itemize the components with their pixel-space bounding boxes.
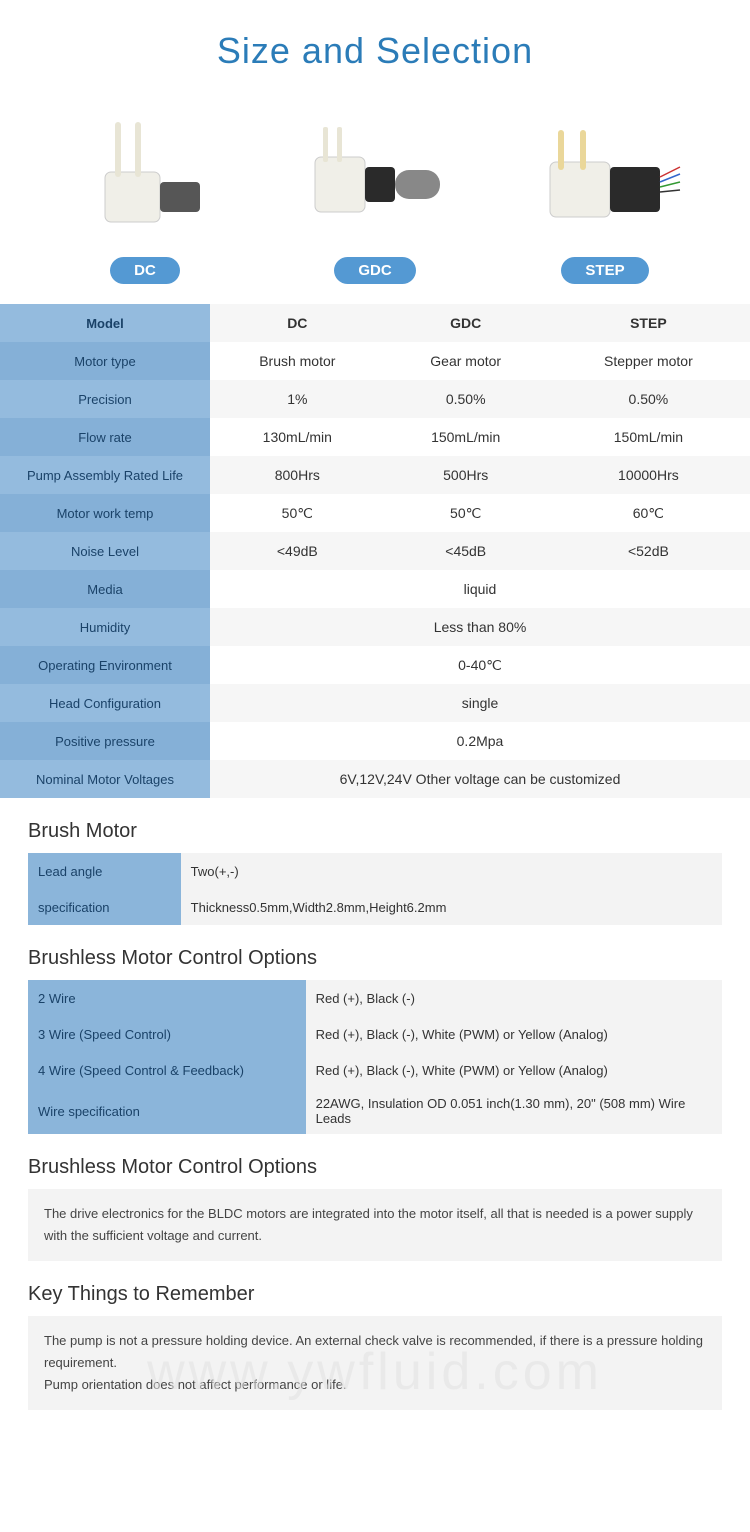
spec-label: Media	[0, 570, 210, 608]
table-row: 3 Wire (Speed Control)Red (+), Black (-)…	[28, 1016, 722, 1052]
spec-value-merged: liquid	[210, 570, 750, 608]
spec-value: <45dB	[385, 532, 547, 570]
spec-value: Stepper motor	[547, 342, 750, 380]
spec-value-merged: Less than 80%	[210, 608, 750, 646]
page-title: Size and Selection	[0, 0, 750, 112]
table-row: Nominal Motor Voltages6V,12V,24V Other v…	[0, 760, 750, 798]
product-image-step	[525, 112, 685, 242]
spec-label: Head Configuration	[0, 684, 210, 722]
mini-label: 4 Wire (Speed Control & Feedback)	[28, 1052, 306, 1088]
bldc-options-heading: Brushless Motor Control Options	[0, 925, 750, 980]
spec-value: 50℃	[385, 494, 547, 532]
table-row: Positive pressure0.2Mpa	[0, 722, 750, 760]
mini-label: 2 Wire	[28, 980, 306, 1016]
spec-value: 0.50%	[547, 380, 750, 418]
table-row: ModelDCGDCSTEP	[0, 304, 750, 342]
spec-label: Positive pressure	[0, 722, 210, 760]
table-row: Pump Assembly Rated Life800Hrs500Hrs1000…	[0, 456, 750, 494]
mini-label: specification	[28, 889, 181, 925]
mini-label: Lead angle	[28, 853, 181, 889]
mini-label: Wire specification	[28, 1088, 306, 1134]
brush-motor-table: Lead angleTwo(+,-)specificationThickness…	[28, 853, 722, 925]
spec-value: Brush motor	[210, 342, 385, 380]
spec-value: <52dB	[547, 532, 750, 570]
bldc-note-box: The drive electronics for the BLDC motor…	[28, 1189, 722, 1261]
table-row: Flow rate130mL/min150mL/min150mL/min	[0, 418, 750, 456]
table-row: Motor typeBrush motorGear motorStepper m…	[0, 342, 750, 380]
mini-value: Red (+), Black (-), White (PWM) or Yello…	[306, 1052, 722, 1088]
spec-value-merged: single	[210, 684, 750, 722]
table-row: HumidityLess than 80%	[0, 608, 750, 646]
product-row: DC GDC STEP	[0, 112, 750, 304]
mini-value: Red (+), Black (-)	[306, 980, 722, 1016]
spec-value: 130mL/min	[210, 418, 385, 456]
bldc-note-heading: Brushless Motor Control Options	[0, 1134, 750, 1189]
brush-motor-heading: Brush Motor	[0, 798, 750, 853]
spec-value: GDC	[385, 304, 547, 342]
spec-value: 500Hrs	[385, 456, 547, 494]
spec-value: 1%	[210, 380, 385, 418]
table-row: 4 Wire (Speed Control & Feedback)Red (+)…	[28, 1052, 722, 1088]
key-things-heading: Key Things to Remember	[0, 1261, 750, 1316]
table-row: Operating Environment0-40℃	[0, 646, 750, 684]
spec-value: DC	[210, 304, 385, 342]
spec-value: STEP	[547, 304, 750, 342]
table-row: Motor work temp50℃50℃60℃	[0, 494, 750, 532]
spec-value: <49dB	[210, 532, 385, 570]
table-row: 2 WireRed (+), Black (-)	[28, 980, 722, 1016]
mini-label: 3 Wire (Speed Control)	[28, 1016, 306, 1052]
spec-label: Humidity	[0, 608, 210, 646]
table-row: Lead angleTwo(+,-)	[28, 853, 722, 889]
spec-label: Model	[0, 304, 210, 342]
spec-label: Noise Level	[0, 532, 210, 570]
spec-label: Pump Assembly Rated Life	[0, 456, 210, 494]
spec-value: 0.50%	[385, 380, 547, 418]
spec-label: Precision	[0, 380, 210, 418]
spec-label: Flow rate	[0, 418, 210, 456]
spec-label: Operating Environment	[0, 646, 210, 684]
pump-dc-icon	[65, 112, 225, 242]
spec-table: ModelDCGDCSTEPMotor typeBrush motorGear …	[0, 304, 750, 798]
product-image-dc	[65, 112, 225, 242]
spec-value-merged: 0.2Mpa	[210, 722, 750, 760]
badge-dc: DC	[110, 257, 180, 284]
product-image-gdc	[295, 112, 455, 242]
product-dc: DC	[45, 112, 245, 284]
spec-value: Gear motor	[385, 342, 547, 380]
spec-label: Motor work temp	[0, 494, 210, 532]
key-things-box: The pump is not a pressure holding devic…	[28, 1316, 722, 1410]
spec-label: Motor type	[0, 342, 210, 380]
mini-value: Thickness0.5mm,Width2.8mm,Height6.2mm	[181, 889, 722, 925]
key-text-2: Pump orientation does not affect perform…	[44, 1374, 706, 1396]
product-step: STEP	[505, 112, 705, 284]
table-row: Noise Level<49dB<45dB<52dB	[0, 532, 750, 570]
key-text-1: The pump is not a pressure holding devic…	[44, 1330, 706, 1374]
pump-gdc-icon	[295, 112, 455, 242]
product-gdc: GDC	[275, 112, 475, 284]
mini-value: 22AWG, Insulation OD 0.051 inch(1.30 mm)…	[306, 1088, 722, 1134]
badge-gdc: GDC	[334, 257, 415, 284]
table-row: Medialiquid	[0, 570, 750, 608]
spec-value: 10000Hrs	[547, 456, 750, 494]
spec-value-merged: 0-40℃	[210, 646, 750, 684]
spec-value: 150mL/min	[547, 418, 750, 456]
spec-label: Nominal Motor Voltages	[0, 760, 210, 798]
badge-step: STEP	[561, 257, 648, 284]
bldc-options-table: 2 WireRed (+), Black (-)3 Wire (Speed Co…	[28, 980, 722, 1134]
mini-value: Red (+), Black (-), White (PWM) or Yello…	[306, 1016, 722, 1052]
spec-value: 50℃	[210, 494, 385, 532]
spec-value: 60℃	[547, 494, 750, 532]
table-row: Head Configurationsingle	[0, 684, 750, 722]
spec-value: 800Hrs	[210, 456, 385, 494]
spec-value: 150mL/min	[385, 418, 547, 456]
table-row: Precision1%0.50%0.50%	[0, 380, 750, 418]
table-row: Wire specification22AWG, Insulation OD 0…	[28, 1088, 722, 1134]
pump-step-icon	[525, 112, 685, 242]
bldc-note-text: The drive electronics for the BLDC motor…	[44, 1206, 693, 1243]
table-row: specificationThickness0.5mm,Width2.8mm,H…	[28, 889, 722, 925]
mini-value: Two(+,-)	[181, 853, 722, 889]
spec-value-merged: 6V,12V,24V Other voltage can be customiz…	[210, 760, 750, 798]
